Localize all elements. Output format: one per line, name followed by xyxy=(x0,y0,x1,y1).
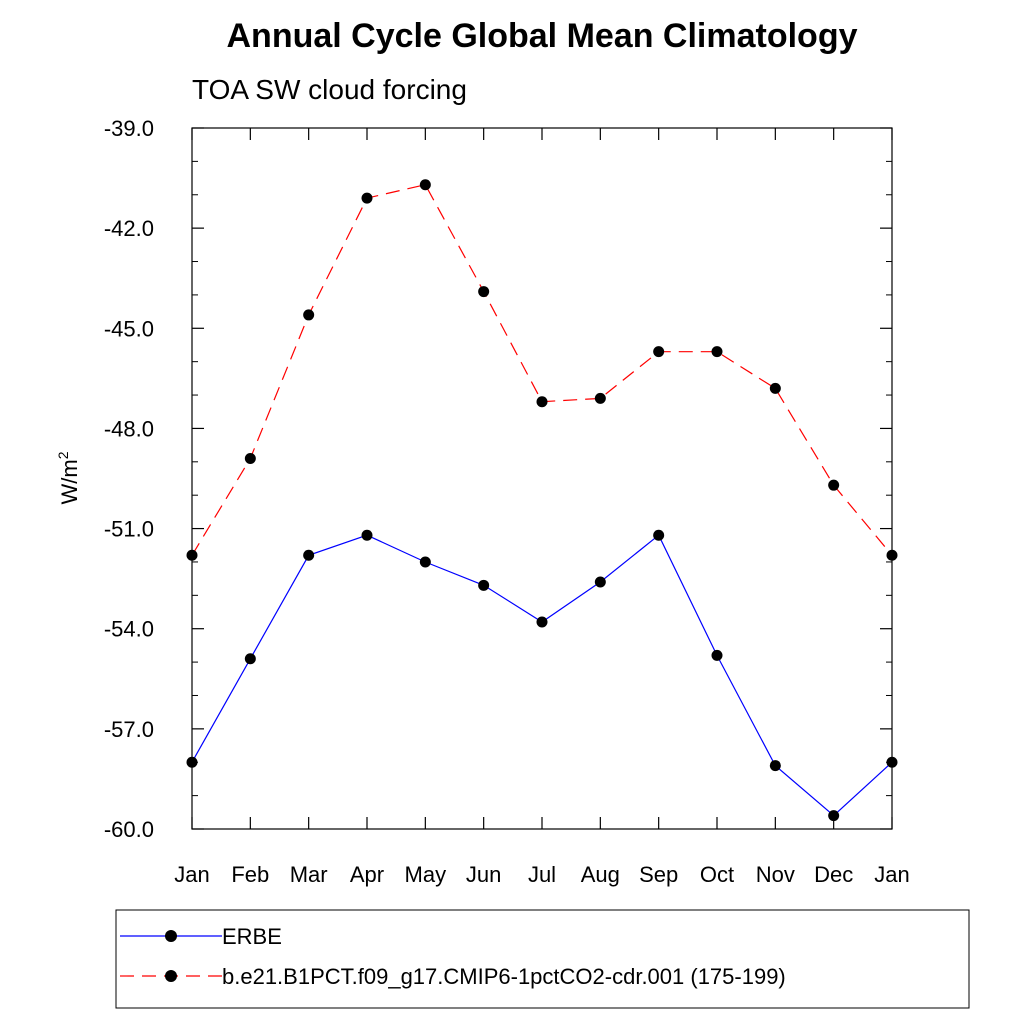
data-point-series-1 xyxy=(478,286,490,298)
x-tick-label: Feb xyxy=(231,862,269,887)
y-tick-label: -60.0 xyxy=(104,817,154,842)
data-point-series-1 xyxy=(361,192,373,204)
y-axis: -60.0 -57.0 -54.0 -51.0 -48.0 -45.0 -42.0 -39.0 xyxy=(104,116,892,842)
x-tick-label: Jan xyxy=(174,862,209,887)
x-tick-label: Jun xyxy=(466,862,501,887)
y-axis-label-text: W/m xyxy=(57,459,82,504)
data-point-series-1 xyxy=(419,179,431,191)
data-point-series-0 xyxy=(828,810,840,822)
y-tick-label: -39.0 xyxy=(104,116,154,141)
data-point-series-0 xyxy=(478,579,490,591)
data-point-series-1 xyxy=(886,549,898,561)
data-point-series-1 xyxy=(186,549,198,561)
x-tick-label: Oct xyxy=(700,862,734,887)
x-tick-label: Apr xyxy=(350,862,384,887)
series-line-1 xyxy=(191,184,893,556)
data-point-series-0 xyxy=(711,649,723,661)
legend-marker-erbe xyxy=(165,930,177,942)
chart-title: Annual Cycle Global Mean Climatology xyxy=(227,17,858,55)
x-tick-label: Nov xyxy=(756,862,795,887)
legend-label-model: b.e21.B1PCT.f09_g17.CMIP6-1pctCO2-cdr.00… xyxy=(222,964,786,989)
data-point-series-1 xyxy=(536,396,548,408)
plot-border xyxy=(191,127,893,830)
data-point-series-1 xyxy=(303,309,315,321)
data-point-series-1 xyxy=(711,346,723,358)
data-point-series-1 xyxy=(653,346,665,358)
y-axis-label-superscript: 2 xyxy=(55,451,71,459)
data-point-series-0 xyxy=(244,653,256,665)
x-tick-label: May xyxy=(405,862,447,887)
y-tick-label: -48.0 xyxy=(104,416,154,441)
data-point-series-0 xyxy=(594,576,606,588)
y-tick-label: -45.0 xyxy=(104,316,154,341)
x-tick-label: Jan xyxy=(874,862,909,887)
legend-label-erbe: ERBE xyxy=(222,924,282,949)
series-layer xyxy=(186,179,898,822)
y-tick-label: -51.0 xyxy=(104,517,154,542)
data-point-series-0 xyxy=(886,756,898,768)
y-tick-label: -54.0 xyxy=(104,617,154,642)
legend-box xyxy=(115,909,970,1009)
legend-marker-model xyxy=(165,970,177,982)
x-tick-label: Aug xyxy=(581,862,620,887)
plot-frame xyxy=(191,127,893,830)
y-tick-label: -42.0 xyxy=(104,216,154,241)
x-axis: Jan Feb Mar Apr May Jun Jul Aug Sep Oct Nov Dec Jan xyxy=(174,128,910,887)
data-point-series-0 xyxy=(536,616,548,628)
data-point-series-1 xyxy=(594,392,606,404)
chart-subtitle: TOA SW cloud forcing xyxy=(192,74,467,105)
data-point-series-0 xyxy=(769,760,781,772)
data-point-series-0 xyxy=(361,529,373,541)
series-line-0 xyxy=(191,534,893,817)
x-tick-label: Jul xyxy=(528,862,556,887)
x-tick-label: Dec xyxy=(814,862,853,887)
y-axis-label: W/m2 xyxy=(55,451,82,504)
data-point-series-0 xyxy=(186,756,198,768)
svg-text:W/m2: W/m2 xyxy=(55,451,82,504)
data-point-series-0 xyxy=(419,556,431,568)
data-point-series-1 xyxy=(769,382,781,394)
data-point-series-1 xyxy=(244,452,256,464)
x-tick-label: Sep xyxy=(639,862,678,887)
y-tick-label: -57.0 xyxy=(104,717,154,742)
data-point-series-0 xyxy=(303,549,315,561)
data-point-series-0 xyxy=(653,529,665,541)
data-point-series-1 xyxy=(828,479,840,491)
x-tick-label: Mar xyxy=(290,862,328,887)
legend: ERBE b.e21.B1PCT.f09_g17.CMIP6-1pctCO2-c… xyxy=(115,909,970,1009)
